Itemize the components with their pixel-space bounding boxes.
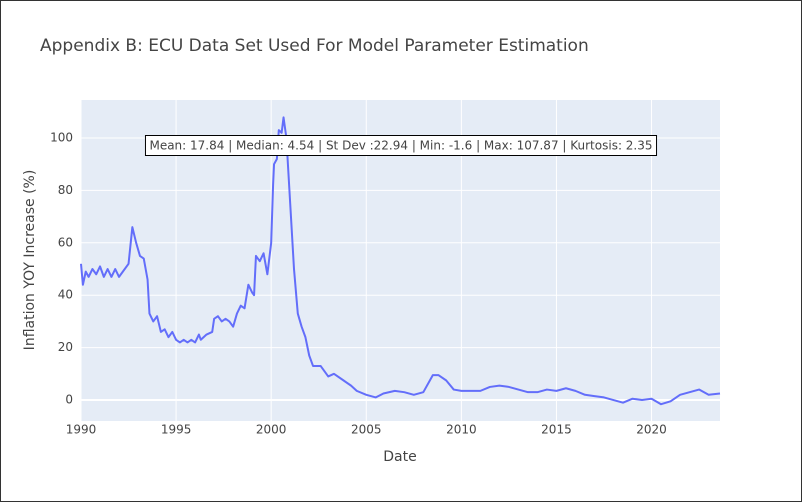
y-tick-label: 60 [58,235,73,249]
annotation: Mean: 17.84 | Median: 4.54 | St Dev :22.… [149,139,652,153]
y-tick-label: 40 [58,288,73,302]
y-axis-title: Inflation YOY Increase (%) [22,170,38,351]
x-tick-label: 2000 [256,423,287,437]
y-tick-label: 20 [58,340,73,354]
x-tick-label: 2010 [446,423,477,437]
annotation-box [144,135,658,156]
y-tick-label: 80 [58,183,73,197]
y-tick-label: 0 [65,393,73,407]
x-axis-title: Date [383,449,416,465]
chart-title: Appendix B: ECU Data Set Used For Model … [40,36,589,56]
y-tick-label: 100 [50,130,73,144]
x-tick-label: 2015 [541,423,572,437]
x-tick-label: 1995 [161,423,192,437]
x-tick-label: 2005 [351,423,382,437]
x-tick-label: 2020 [636,423,667,437]
x-tick-label: 1990 [66,423,97,437]
